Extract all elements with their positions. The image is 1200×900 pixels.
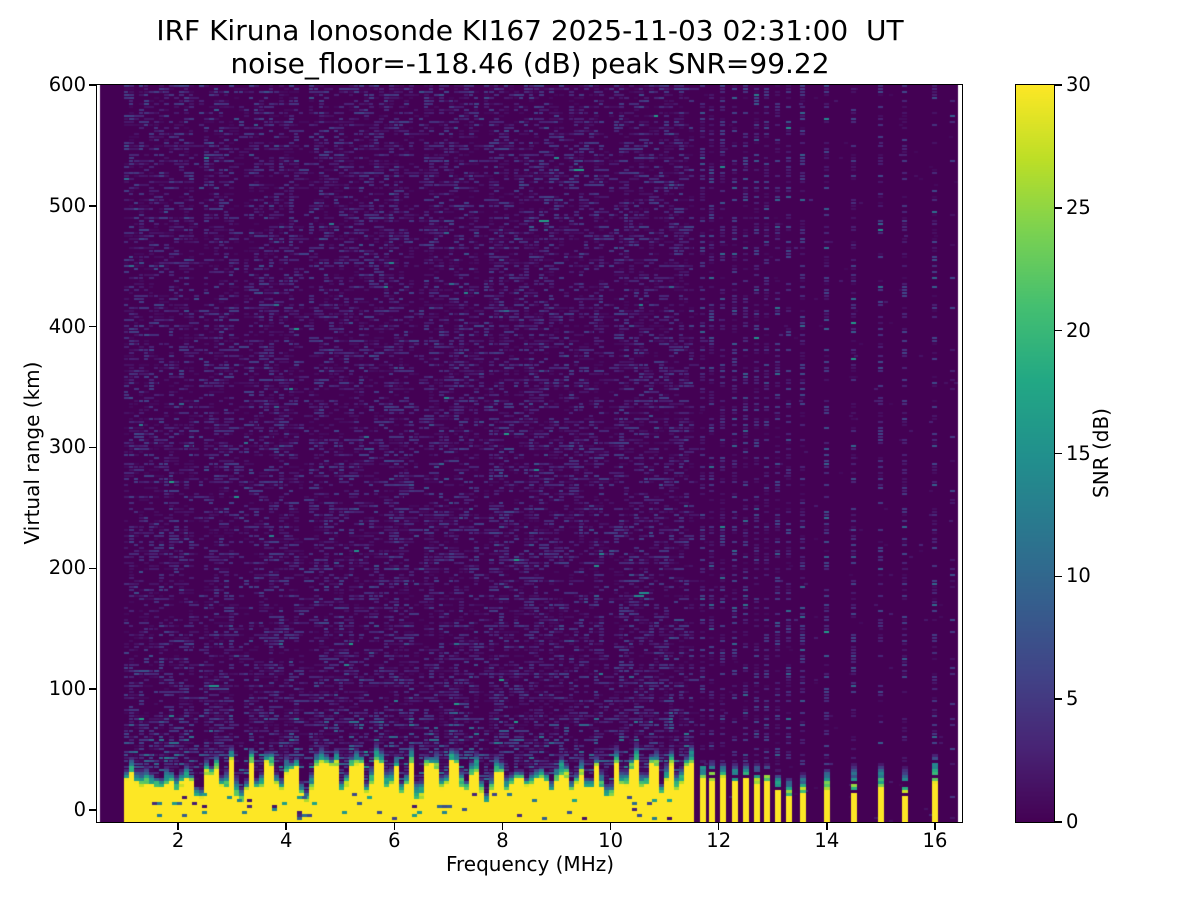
colorbar-tick-mark [1054, 207, 1062, 209]
y-tick-mark [89, 325, 97, 328]
x-tick-mark [285, 822, 287, 830]
y-tick-label: 600 [48, 73, 86, 96]
x-tick-mark [177, 822, 179, 830]
x-tick-label: 2 [171, 829, 185, 852]
colorbar-tick-mark [1054, 821, 1062, 823]
colorbar-tick-mark [1054, 575, 1062, 578]
colorbar-tick-label: 20 [1066, 318, 1091, 342]
x-tick-mark [393, 822, 396, 830]
y-tick-mark [89, 567, 97, 570]
y-tick-mark [89, 84, 97, 86]
x-tick-mark [501, 822, 504, 830]
colorbar [1016, 85, 1054, 822]
ionogram-heatmap [97, 85, 962, 822]
x-tick-mark [609, 822, 612, 830]
y-tick-mark [89, 688, 97, 690]
colorbar-tick-label: 30 [1066, 73, 1091, 96]
x-tick-label: 14 [814, 829, 840, 852]
x-tick-mark [717, 822, 720, 830]
x-tick-label: 8 [496, 829, 509, 852]
y-tick-mark [89, 205, 97, 207]
colorbar-tick-label: 10 [1066, 564, 1091, 588]
colorbar-tick-mark [1054, 329, 1062, 332]
x-tick-mark [826, 822, 828, 830]
colorbar-label: SNR (dB) [1089, 408, 1113, 498]
colorbar-tick-mark [1054, 84, 1062, 86]
x-tick-label: 10 [598, 829, 623, 852]
chart-subtitle: noise_floor=-118.46 (dB) peak SNR=99.22 [230, 47, 830, 80]
y-tick-mark [89, 809, 97, 811]
y-tick-label: 500 [48, 193, 86, 217]
x-tick-label: 4 [280, 829, 293, 852]
x-tick-label: 12 [706, 829, 732, 852]
colorbar-tick-label: 0 [1066, 810, 1079, 833]
y-tick-mark [89, 446, 97, 449]
y-tick-label: 400 [48, 314, 86, 338]
y-axis-label: Virtual range (km) [20, 361, 44, 545]
y-tick-label: 100 [48, 677, 86, 701]
colorbar-tick-label: 25 [1066, 195, 1091, 219]
y-tick-label: 200 [48, 556, 86, 580]
chart-title: IRF Kiruna Ionosonde KI167 2025-11-03 02… [156, 14, 904, 47]
colorbar-tick-mark [1054, 452, 1062, 455]
x-tick-label: 6 [388, 829, 401, 852]
y-tick-label: 300 [48, 435, 86, 459]
colorbar-tick-mark [1054, 698, 1062, 700]
x-tick-label: 16 [922, 829, 948, 852]
x-axis-label: Frequency (MHz) [445, 852, 615, 876]
colorbar-tick-label: 15 [1066, 441, 1091, 465]
y-tick-label: 0 [73, 797, 86, 821]
colorbar-tick-label: 5 [1066, 687, 1079, 711]
x-tick-mark [934, 822, 936, 830]
